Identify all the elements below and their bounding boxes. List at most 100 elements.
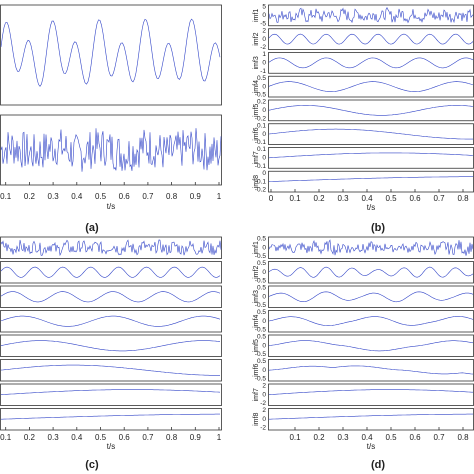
plot-frame [268, 170, 474, 193]
y-tick-label: -1 [260, 68, 266, 75]
plot-frame [268, 408, 474, 431]
plot-frame [268, 147, 474, 169]
x-tick-label: 0.4 [71, 192, 83, 201]
x-tick-label: 0.6 [409, 433, 421, 442]
waveform [0, 340, 221, 352]
plot-frame [268, 310, 474, 333]
plot-frame [268, 285, 474, 308]
plot-frame [268, 75, 474, 98]
x-tick-label: 0.9 [190, 192, 202, 201]
x-tick-label: 0.1 [289, 194, 301, 203]
y-tick-label: -0.5 [255, 327, 267, 334]
x-tick-label: 0.5 [95, 433, 107, 442]
y-tick-label: -5 [260, 20, 266, 27]
plot-frame [0, 408, 222, 431]
waveform [0, 266, 221, 278]
plot-frame [0, 114, 222, 186]
x-tick-label: 0.6 [409, 194, 421, 203]
x-tick-label: 0.2 [313, 433, 325, 442]
x-tick-label: 1 [217, 192, 222, 201]
y-tick-label: 0 [262, 391, 266, 398]
waveform [268, 176, 473, 182]
plot-frame [268, 99, 474, 122]
x-tick-label: 0.5 [385, 194, 397, 203]
x-tick-label: 0.3 [48, 433, 60, 442]
waveform [0, 315, 221, 327]
y-tick-label: 0 [262, 269, 266, 276]
waveform [269, 413, 473, 420]
y-tick-label: 0.5 [257, 358, 266, 365]
x-tick-label: 0.2 [24, 433, 36, 442]
row-label: imf8 [253, 413, 260, 426]
x-tick-label: 0.9 [190, 433, 202, 442]
panel-label: (c) [85, 459, 99, 471]
row-label: imf1 [253, 9, 260, 22]
y-tick-label: 0 [262, 293, 266, 300]
y-tick-label: 0 [262, 318, 266, 325]
row-label: imf3 [253, 290, 260, 303]
y-tick-label: -0.5 [255, 278, 267, 285]
waveform [1, 413, 220, 420]
y-tick-label: 0 [262, 367, 266, 374]
plot-frame [268, 28, 474, 50]
plot-frame [0, 359, 222, 382]
row-label: imf5 [253, 339, 260, 352]
x-tick-label: 0.8 [166, 192, 178, 201]
waveform [0, 389, 221, 395]
x-tick-label: 0.1 [289, 433, 301, 442]
waveform [268, 291, 474, 303]
y-tick-label: -0.5 [255, 253, 267, 260]
y-tick-label: 0 [262, 107, 266, 114]
row-label: imf7 [253, 151, 260, 164]
y-tick-label: -0.1 [255, 163, 267, 170]
y-tick-label: 0 [262, 83, 266, 90]
x-tick-label: 0.7 [433, 194, 445, 203]
plot-frame [0, 383, 222, 406]
x-tick-label: 0.6 [119, 192, 131, 201]
plot-frame [268, 4, 474, 27]
y-tick-label: 2 [262, 407, 266, 414]
plot-frame [0, 285, 222, 308]
y-tick-label: 0.5 [257, 260, 266, 267]
y-tick-label: 2 [262, 383, 266, 390]
plot-frame [268, 334, 474, 357]
row-label: imf6 [253, 127, 260, 140]
waveform [0, 239, 222, 257]
x-axis-label: t/s [367, 442, 375, 451]
plot-frame [0, 334, 222, 357]
x-tick-label: 0.8 [457, 194, 469, 203]
row-label: imf3 [253, 56, 260, 69]
y-tick-label: 0 [262, 60, 266, 67]
waveform [268, 316, 474, 326]
y-tick-label: 0 [262, 36, 266, 43]
x-tick-label: 0.3 [48, 192, 60, 201]
x-tick-label: 0.7 [142, 433, 154, 442]
row-label: imf6 [253, 364, 260, 377]
plot-frame [0, 261, 222, 284]
row-label: imf5 [253, 104, 260, 117]
x-tick-label: 0.8 [166, 433, 178, 442]
x-tick-label: 0.3 [337, 194, 349, 203]
plot-frame [268, 52, 474, 74]
y-tick-label: 1 [262, 51, 266, 58]
y-tick-label: -0.5 [255, 376, 267, 383]
y-tick-label: -0.1 [255, 139, 267, 146]
x-tick-label: 0 [269, 194, 274, 203]
x-tick-label: 0.6 [119, 433, 131, 442]
y-tick-label: 0.5 [257, 75, 266, 82]
x-tick-label: 0.1 [0, 433, 12, 442]
waveform [268, 239, 474, 256]
y-tick-label: 0 [262, 12, 266, 19]
y-tick-label: 0.1 [257, 122, 266, 129]
waveform [268, 7, 474, 24]
plot-frame [268, 383, 474, 406]
plot-frame [268, 236, 474, 259]
plot-frame [0, 4, 222, 106]
y-tick-label: -0.5 [255, 92, 267, 99]
panel-label: (a) [85, 222, 99, 234]
y-tick-label: 0.2 [257, 99, 266, 106]
waveform [0, 364, 220, 376]
plot-frame [0, 310, 222, 333]
waveform [268, 266, 474, 278]
waveform [268, 365, 474, 375]
